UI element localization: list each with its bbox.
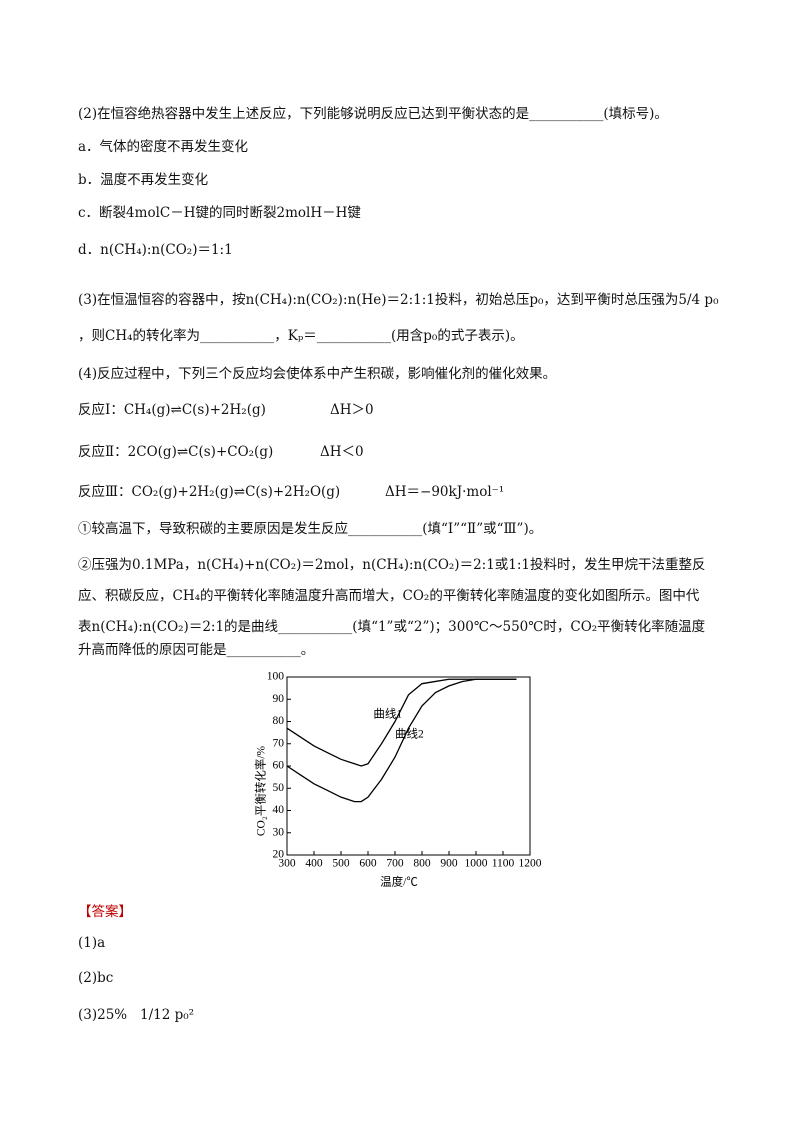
x-tick-label: 400 bbox=[305, 858, 323, 870]
question-line: (3)在恒温恒容的容器中，按n(CH₄):n(CO₂):n(He)＝2:1:1投… bbox=[78, 292, 719, 308]
curve-label: 曲线1 bbox=[373, 706, 402, 720]
question-part: ①较高温下，导致积碳的主要原因是发生反应___________(填“Ⅰ”“Ⅱ”或… bbox=[78, 521, 543, 537]
question-line: 应、积碳反应，CH₄的平衡转化率随温度升高而增大，CO₂的平衡转化率随温度的变化… bbox=[78, 588, 700, 604]
chart: CO₂平衡转化率/% 温度/℃ 20 30 40 50 60 70 80 90 100 300 40… bbox=[254, 671, 542, 889]
y-tick-label: 80 bbox=[273, 715, 285, 727]
enthalpy: ΔH＜0 bbox=[320, 444, 364, 460]
question-line: 升高而降低的原因可能是___________。 bbox=[78, 642, 315, 658]
x-tick-label: 800 bbox=[413, 858, 431, 870]
answer-formula: 1/12 p₀² bbox=[140, 1007, 195, 1023]
reaction: 反应Ⅱ：2CO(g)⇌C(s)+CO₂(g) bbox=[78, 444, 274, 460]
reaction: 反应Ⅰ：CH₄(g)⇌C(s)+2H₂(g) bbox=[78, 402, 266, 418]
enthalpy: ΔH＞0 bbox=[330, 402, 374, 418]
y-tick-label: 70 bbox=[273, 737, 285, 749]
y-tick-label: 40 bbox=[273, 804, 285, 816]
enthalpy: ΔH＝−90kJ·mol⁻¹ bbox=[385, 484, 505, 500]
x-tick-label: 1100 bbox=[492, 858, 515, 870]
x-tick-label: 500 bbox=[332, 858, 350, 870]
y-axis-label: CO₂平衡转化率/% bbox=[254, 745, 268, 836]
option: d．n(CH₄):n(CO₂)＝1:1 bbox=[78, 242, 233, 258]
curve-label: 曲线2 bbox=[395, 726, 424, 740]
question-line: ②压强为0.1MPa，n(CH₄)+n(CO₂)＝2mol，n(CH₄):n(C… bbox=[78, 557, 706, 573]
option: a．气体的密度不再发生变化 bbox=[78, 139, 249, 155]
answer-item: (1)a bbox=[78, 935, 106, 951]
option: c．断裂4molC－H键的同时断裂2molH－H键 bbox=[78, 205, 361, 221]
y-tick-label: 30 bbox=[273, 826, 285, 838]
x-tick-label: 1200 bbox=[519, 858, 542, 870]
y-tick-label: 100 bbox=[267, 671, 285, 683]
y-tick-label: 90 bbox=[273, 693, 285, 705]
question-stem: (2)在恒容绝热容器中发生上述反应，下列能够说明反应已达到平衡状态的是_____… bbox=[78, 106, 668, 122]
question-stem: (4)反应过程中，下列三个反应均会使体系中产生积碳，影响催化剂的催化效果。 bbox=[78, 366, 557, 382]
question-line: 表n(CH₄):n(CO₂)＝2:1的是曲线___________(填“1”或“… bbox=[78, 619, 706, 635]
reaction: 反应Ⅲ：CO₂(g)+2H₂(g)⇌C(s)+2H₂O(g) bbox=[78, 484, 341, 500]
curve bbox=[286, 678, 517, 803]
plot-frame bbox=[286, 676, 531, 856]
x-tick-label: 600 bbox=[359, 858, 377, 870]
x-axis-label: 温度/℃ bbox=[380, 875, 418, 889]
curve bbox=[286, 678, 517, 767]
question-line: ，则CH₄的转化率为___________，Kₚ＝___________(用含p… bbox=[78, 328, 524, 344]
y-tick-label: 50 bbox=[273, 782, 285, 794]
y-tick-label: 20 bbox=[273, 849, 285, 861]
x-tick-label: 1000 bbox=[465, 858, 488, 870]
y-tick-label: 60 bbox=[273, 760, 285, 772]
x-tick-label: 300 bbox=[278, 858, 296, 870]
x-tick-label: 700 bbox=[386, 858, 404, 870]
answer-item: (2)bc bbox=[78, 970, 114, 986]
answer-item: (3)25% bbox=[78, 1007, 128, 1023]
x-tick-label: 900 bbox=[440, 858, 458, 870]
option: b．温度不再发生变化 bbox=[78, 172, 209, 188]
answer-heading: 【答案】 bbox=[78, 904, 132, 920]
